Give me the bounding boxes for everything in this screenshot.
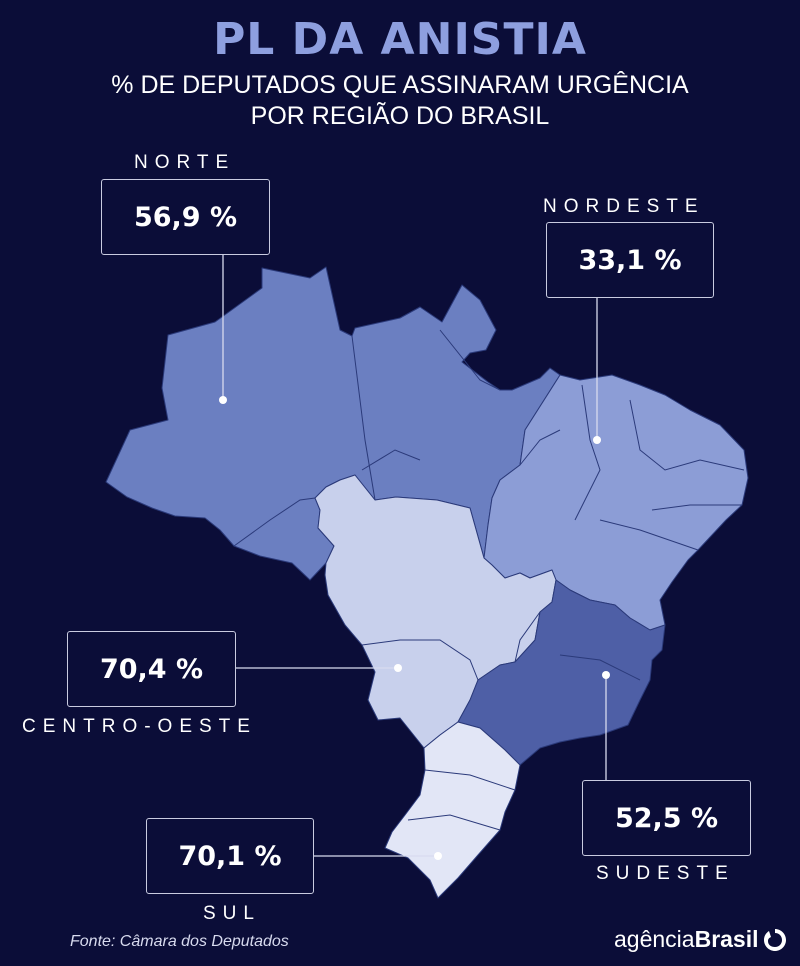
brand-light: agência xyxy=(614,926,695,952)
subtitle-line-1: % DE DEPUTADOS QUE ASSINARAM URGÊNCIA xyxy=(111,71,689,99)
label-sul: SUL xyxy=(203,903,261,924)
value-norte: 56,9 % xyxy=(133,201,238,233)
subtitle-line-2: POR REGIÃO DO BRASIL xyxy=(250,102,550,130)
value-sudeste: 52,5 % xyxy=(614,802,719,834)
marker-norte xyxy=(219,396,227,404)
marker-centro-oeste xyxy=(394,664,402,672)
label-nordeste: NORDESTE xyxy=(543,196,705,217)
value-box-centro-oeste: 70,4 % xyxy=(67,631,236,707)
marker-nordeste xyxy=(593,436,601,444)
label-sudeste: SUDESTE xyxy=(596,863,735,884)
value-nordeste: 33,1 % xyxy=(578,244,682,276)
label-centro-oeste: CENTRO-OESTE xyxy=(22,716,257,737)
marker-sul xyxy=(434,852,442,860)
source-note: Fonte: Câmara dos Deputados xyxy=(70,933,289,950)
region-sudeste xyxy=(457,579,666,766)
value-sul: 70,1 % xyxy=(178,840,282,872)
page-subtitle: % DE DEPUTADOS QUE ASSINARAM URGÊNCIA PO… xyxy=(0,70,800,132)
value-box-nordeste: 33,1 % xyxy=(546,222,714,298)
label-norte: NORTE xyxy=(134,152,236,173)
value-box-sul: 70,1 % xyxy=(146,818,314,894)
page-title: PL DA ANISTIA xyxy=(213,14,587,65)
value-centro-oeste: 70,4 % xyxy=(99,653,204,685)
value-box-norte: 56,9 % xyxy=(101,179,270,255)
brand-logo-text: agência Brasil xyxy=(614,926,788,953)
region-sul xyxy=(384,721,521,899)
brand-logo-icon xyxy=(763,928,786,951)
value-box-sudeste: 52,5 % xyxy=(582,780,751,856)
marker-sudeste xyxy=(602,671,610,679)
brand-bold: Brasil xyxy=(694,926,759,952)
